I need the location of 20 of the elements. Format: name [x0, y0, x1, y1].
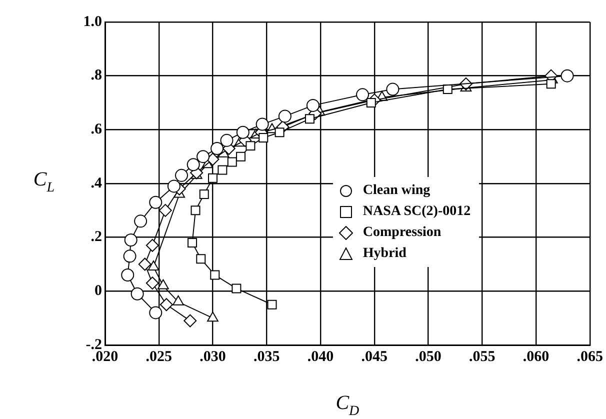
legend-label: Hybrid: [362, 246, 406, 262]
x-tick-label: .035: [254, 348, 280, 365]
legend-label: NASA SC(2)-0012: [362, 204, 471, 220]
y-tick-label: .4: [90, 175, 102, 192]
x-tick-label: .060: [522, 348, 550, 365]
legend-label: Clean wing: [362, 182, 430, 199]
x-tick-label: .040: [307, 348, 334, 365]
y-tick-label: .8: [90, 68, 102, 84]
x-tick-label: .020: [92, 348, 118, 365]
x-tick-label: .065: [576, 348, 603, 365]
y-tick-label: .2: [90, 229, 102, 246]
x-tick-label: .025: [146, 348, 172, 365]
x-tick-label: .045: [361, 348, 388, 365]
y-tick-label: .6: [90, 122, 102, 138]
x-tick-label: .030: [200, 348, 226, 365]
x-tick-label: .055: [469, 348, 496, 365]
y-tick-label: 0: [94, 283, 102, 300]
y-tick-label: 1.0: [83, 14, 102, 30]
x-tick-label: .050: [415, 348, 442, 365]
legend-label: Compression: [362, 224, 442, 241]
